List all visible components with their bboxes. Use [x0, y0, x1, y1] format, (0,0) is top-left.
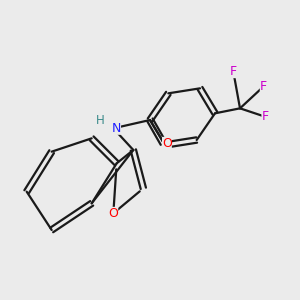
- Text: O: O: [162, 137, 172, 150]
- Text: F: F: [260, 80, 267, 93]
- Text: F: F: [230, 65, 237, 78]
- Text: O: O: [108, 207, 118, 220]
- Text: F: F: [261, 110, 268, 123]
- Text: N: N: [112, 122, 121, 135]
- Text: H: H: [95, 114, 104, 127]
